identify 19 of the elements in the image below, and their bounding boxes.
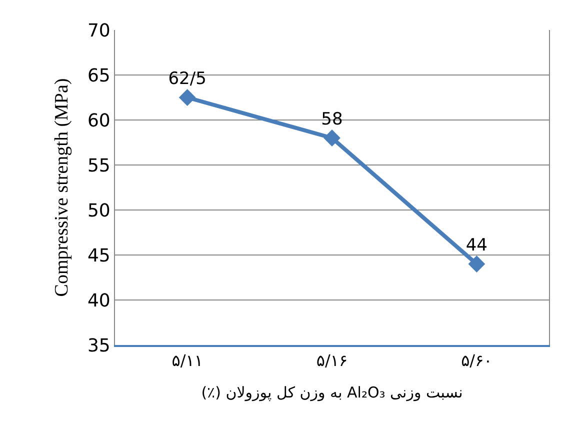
- y-tick-label: 55: [87, 155, 110, 176]
- y-tick-label: 60: [87, 110, 110, 132]
- x-tick-label: ۵/۱۶: [316, 351, 348, 370]
- y-tick-label: 45: [87, 245, 110, 266]
- y-axis-title: Compressive strength (MPa): [51, 78, 72, 297]
- data-label: 58: [321, 110, 343, 130]
- y-tick-label: 70: [87, 20, 110, 42]
- x-axis-title: نسبت وزنی Al₂O₃ به وزن کل پوزولان (٪): [201, 384, 463, 402]
- y-tick-label: 50: [87, 200, 110, 222]
- x-tick-label: ۵/۶۰: [461, 351, 492, 370]
- y-tick-label: 40: [87, 290, 110, 312]
- point: [324, 130, 340, 146]
- data-label: 44: [466, 236, 488, 256]
- data-label: 62/5: [168, 69, 206, 90]
- y-tick-label: 65: [87, 65, 110, 86]
- y-tick-label: 35: [87, 335, 110, 356]
- x-tick-label: ۵/۱۱: [172, 351, 203, 370]
- point: [468, 256, 486, 272]
- point: [178, 89, 196, 106]
